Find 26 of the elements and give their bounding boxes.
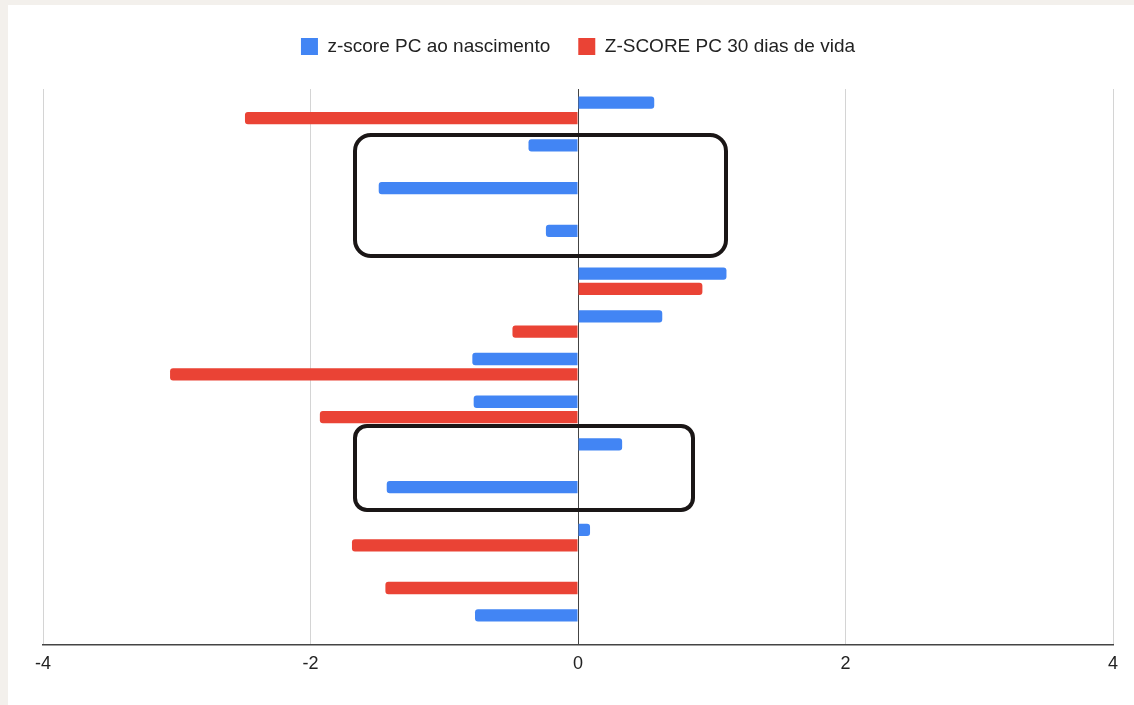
x-tick-label: -2 (302, 653, 319, 674)
x-tick-label: -4 (34, 653, 52, 674)
bar (472, 352, 578, 366)
bar (351, 539, 578, 552)
x-tick-label: 2 (840, 653, 851, 674)
bar (545, 224, 578, 237)
x-tick-label: 4 (1107, 653, 1119, 674)
bar (473, 395, 578, 408)
bar (528, 139, 578, 152)
bar (578, 282, 703, 296)
bar (386, 481, 578, 494)
bar (385, 581, 578, 595)
bar (244, 111, 578, 125)
bar (578, 310, 663, 323)
bar (319, 410, 578, 424)
legend-label: Z-SCORE PC 30 dias de vida (604, 34, 856, 56)
bar (512, 325, 578, 338)
x-tick-label: 0 (572, 653, 584, 674)
bar (578, 438, 623, 451)
bar (578, 96, 655, 109)
bar (578, 267, 727, 280)
bar (170, 368, 578, 381)
legend-label: z-score PC ao nascimento (327, 34, 551, 56)
bar (378, 181, 578, 195)
bar (578, 523, 591, 537)
bar (475, 609, 578, 622)
